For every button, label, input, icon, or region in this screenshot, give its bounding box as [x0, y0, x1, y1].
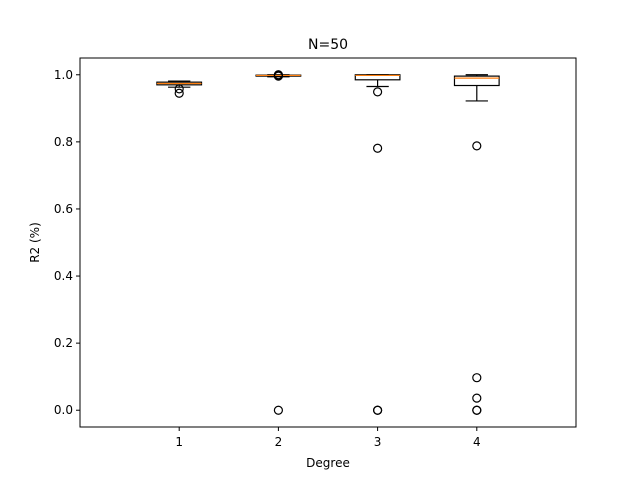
- y-tick-label: 0.6: [54, 202, 73, 216]
- outlier-point: [472, 393, 482, 403]
- x-axis: 1 2 3 4: [175, 427, 481, 449]
- x-tick-label: 4: [473, 435, 481, 449]
- box-iqr: [453, 75, 500, 87]
- outlier-point: [273, 405, 283, 415]
- outlier-point: [273, 70, 283, 80]
- outlier-point: [373, 405, 383, 415]
- y-tick-label: 0.0: [54, 403, 73, 417]
- x-axis-label: Degree: [306, 456, 350, 470]
- outlier-point: [373, 87, 383, 97]
- outlier-point: [174, 84, 184, 94]
- box-group-degree-1: [156, 80, 203, 98]
- outlier-point: [472, 405, 482, 415]
- x-tick-label: 2: [275, 435, 283, 449]
- y-tick-label: 1.0: [54, 68, 73, 82]
- x-tick-label: 1: [175, 435, 183, 449]
- y-tick-label: 0.4: [54, 269, 73, 283]
- box-series: [156, 70, 500, 415]
- outlier-point: [472, 141, 482, 151]
- y-tick-label: 0.8: [54, 135, 73, 149]
- box-group-degree-3: [354, 74, 401, 415]
- box-iqr: [354, 74, 401, 81]
- y-axis-label: R2 (%): [28, 222, 42, 263]
- box-group-degree-2: [255, 70, 302, 415]
- box-group-degree-4: [453, 74, 500, 415]
- y-tick-label: 0.2: [54, 336, 73, 350]
- y-axis: 0.0 0.2 0.4 0.6 0.8 1.0: [54, 68, 80, 417]
- chart-title: N=50: [308, 37, 348, 53]
- x-tick-label: 3: [374, 435, 382, 449]
- outlier-point: [373, 143, 383, 153]
- outlier-point: [174, 88, 184, 98]
- outlier-point: [472, 373, 482, 383]
- plot-area-frame: [79, 57, 577, 428]
